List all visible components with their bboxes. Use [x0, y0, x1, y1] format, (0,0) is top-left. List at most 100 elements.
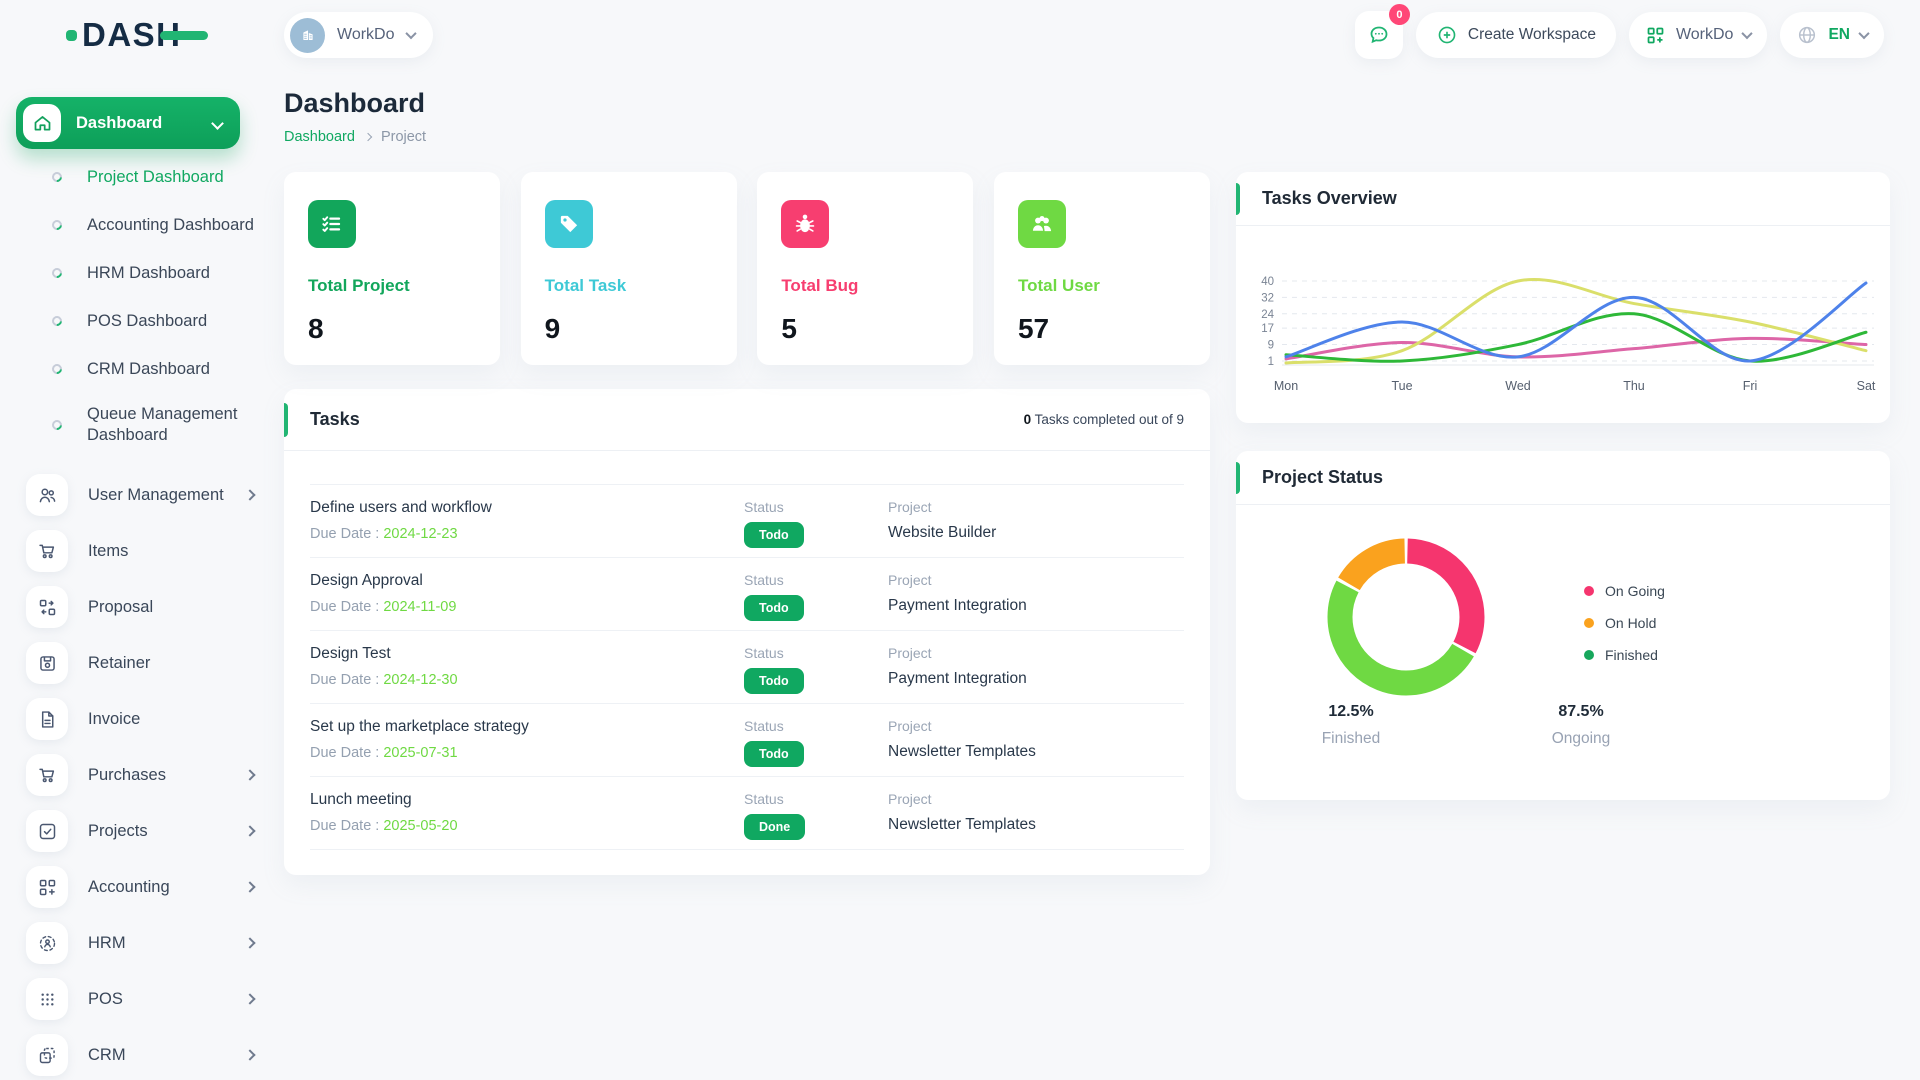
layers-icon: [26, 1034, 68, 1076]
sidebar-item-pos-dashboard[interactable]: POS Dashboard: [0, 297, 284, 345]
sidebar-menu: User Management Items Proposal: [0, 467, 284, 1080]
chevron-down-icon: [1741, 27, 1754, 40]
task-row: Define users and workflow Due Date : 202…: [310, 485, 1184, 558]
logo-dash-bar: [159, 30, 208, 40]
project-label: Project: [888, 572, 932, 588]
grid-plus-icon: [26, 866, 68, 908]
sidebar-item-label: Proposal: [88, 597, 154, 616]
circle-bullet-icon: [49, 361, 65, 377]
sidebar-item-queue-management-dashboard[interactable]: Queue Management Dashboard: [0, 393, 284, 457]
stat-cards-row: Total Project 8 Total Task 9: [284, 172, 1210, 365]
sidebar-item-purchases[interactable]: Purchases: [0, 747, 284, 803]
project-label: Project: [888, 645, 932, 661]
sidebar-item-proposal[interactable]: Proposal: [0, 579, 284, 635]
page-title: Dashboard: [284, 88, 426, 118]
chevron-right-icon: [244, 993, 256, 1005]
project-status-title: Project Status: [1262, 467, 1384, 487]
status-badge: Done: [744, 814, 806, 840]
task-name: Define users and workflow: [310, 499, 492, 516]
messages-count-badge: 0: [1388, 4, 1410, 25]
sidebar-item-label: HRM: [88, 933, 126, 952]
sidebar-item-invoice[interactable]: Invoice: [0, 691, 284, 747]
workspace-avatar: [290, 17, 325, 53]
legend-item: On Going: [1584, 575, 1665, 607]
status-badge: Todo: [744, 595, 804, 621]
stat-card-total-bug: Total Bug 5: [757, 172, 974, 365]
project-name: Payment Integration: [888, 670, 1027, 687]
grid-plus-icon: [1647, 27, 1664, 43]
stat-value: 5: [781, 313, 797, 344]
stat-value: 9: [544, 313, 561, 344]
sidebar-item-hrm-dashboard[interactable]: HRM Dashboard: [0, 249, 284, 297]
document-icon: [26, 698, 68, 740]
accent-bar: [284, 403, 288, 437]
status-badge: Todo: [744, 741, 804, 767]
accent-bar: [1236, 462, 1240, 494]
sidebar-item-label: Items: [88, 541, 129, 560]
chevron-right-icon: [244, 825, 256, 837]
sidebar-item-items[interactable]: Items: [0, 523, 284, 579]
project-label: Project: [888, 791, 932, 807]
workspace-switcher[interactable]: WorkDo: [284, 12, 433, 58]
legend-dot: [1584, 586, 1594, 596]
legend-label: On Hold: [1605, 615, 1657, 631]
save-icon: [26, 642, 68, 684]
sidebar-item-retainer[interactable]: Retainer: [0, 635, 284, 691]
sidebar-item-accounting-dashboard[interactable]: Accounting Dashboard: [0, 201, 284, 249]
project-name: Payment Integration: [888, 597, 1027, 614]
sidebar-item-crm[interactable]: CRM: [0, 1027, 284, 1080]
sidebar-item-accounting[interactable]: Accounting: [0, 859, 284, 915]
sidebar-item-label: Purchases: [88, 765, 166, 784]
donut-legend: On Going On Hold Finished: [1584, 575, 1665, 671]
accent-bar: [1236, 183, 1240, 215]
app-logo: DASH: [66, 16, 208, 54]
status-label: Status: [744, 572, 784, 588]
sidebar-item-label: Dashboard: [76, 113, 163, 132]
sidebar-item-label: User Management: [88, 485, 224, 504]
chevron-down-icon: [1858, 27, 1870, 40]
create-workspace-label: Create Workspace: [1467, 26, 1596, 43]
sidebar-item-hrm[interactable]: HRM: [0, 915, 284, 971]
svg-text:40: 40: [1261, 276, 1274, 288]
language-code: EN: [1828, 26, 1850, 43]
svg-text:9: 9: [1268, 340, 1274, 352]
project-name: Newsletter Templates: [888, 743, 1036, 760]
check-square-icon: [26, 810, 68, 852]
tasks-card: Tasks 0 Tasks completed out of 9 Define …: [284, 389, 1210, 875]
task-row: Design Approval Due Date : 2024-11-09 St…: [310, 558, 1184, 631]
sidebar-item-label: POS: [88, 989, 123, 1008]
task-due-date: Due Date : 2024-12-23: [310, 526, 458, 542]
status-label: Status: [744, 791, 784, 807]
svg-text:Wed: Wed: [1505, 379, 1531, 393]
chat-icon: [1370, 26, 1388, 44]
sidebar-item-crm-dashboard[interactable]: CRM Dashboard: [0, 345, 284, 393]
legend-label: Finished: [1605, 647, 1658, 663]
sidebar-item-label: Projects: [88, 821, 148, 840]
project-status-donut-chart: [1316, 527, 1496, 707]
stat-value: 12.5%: [1328, 703, 1374, 720]
breadcrumb-home-link[interactable]: Dashboard: [284, 129, 355, 145]
chevron-right-icon: [244, 937, 256, 949]
cart-icon: [26, 754, 68, 796]
chevron-right-icon: [244, 1049, 256, 1061]
users-icon: [26, 474, 68, 516]
legend-item: On Hold: [1584, 607, 1665, 639]
tasks-overview-line-chart: 1 9 17 24 32 40 Mon Tue Wed Thu Fri Sat: [1261, 276, 1876, 393]
svg-text:Fri: Fri: [1743, 379, 1758, 393]
sidebar-item-pos[interactable]: POS: [0, 971, 284, 1027]
sidebar-item-projects[interactable]: Projects: [0, 803, 284, 859]
task-row: Set up the marketplace strategy Due Date…: [310, 704, 1184, 777]
sidebar-item-project-dashboard[interactable]: Project Dashboard: [0, 153, 284, 201]
messages-button[interactable]: 0: [1354, 4, 1410, 59]
stat-value: 57: [1017, 313, 1050, 344]
stat-card-total-user: Total User 57: [993, 172, 1210, 365]
legend-label: On Going: [1605, 583, 1665, 599]
stat-label: Total Task: [544, 276, 627, 295]
app-switcher-button[interactable]: WorkDo: [1628, 12, 1768, 58]
stat-value: 8: [308, 313, 324, 344]
sidebar-item-user-management[interactable]: User Management: [0, 467, 284, 523]
sidebar-item-dashboard[interactable]: Dashboard: [16, 97, 240, 149]
language-selector[interactable]: EN: [1780, 12, 1884, 58]
plus-circle-icon: [1438, 26, 1456, 44]
create-workspace-button[interactable]: Create Workspace: [1415, 12, 1616, 58]
